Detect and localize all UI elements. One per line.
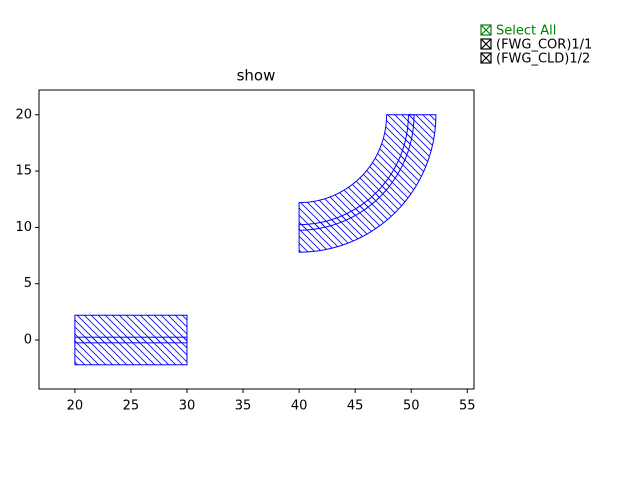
layer-checkbox[interactable]: [480, 38, 492, 50]
legend: Select All(FWG_COR)1/1(FWG_CLD)1/2: [480, 24, 592, 67]
layer-checkbox[interactable]: [480, 52, 492, 64]
plot-area: [74, 114, 437, 366]
x-tick-label: 30: [179, 399, 196, 414]
y-tick-label: 20: [15, 107, 32, 122]
select-all-checkbox[interactable]: [480, 24, 492, 36]
checkbox-box[interactable]: [480, 24, 492, 36]
checkbox-mark[interactable]: [480, 52, 492, 64]
x-tick-label: 50: [403, 399, 420, 414]
select-all-label[interactable]: Select All: [496, 24, 556, 39]
x-tick-label: 55: [459, 399, 476, 414]
x-tick-label: 25: [123, 399, 140, 414]
straight-polygon: [74, 314, 188, 366]
x-tick-label: 40: [291, 399, 308, 414]
checkbox-mark[interactable]: [480, 24, 492, 36]
chart-title: show: [237, 67, 276, 85]
checkbox-box[interactable]: [480, 38, 492, 50]
axes-frame: [38, 89, 475, 390]
y-tick-label: 15: [15, 164, 32, 179]
legend-label[interactable]: (FWG_COR)1/1: [496, 38, 592, 53]
x-tick-label: 45: [347, 399, 364, 414]
y-tick-label: 0: [24, 333, 32, 348]
y-tick-label: 10: [15, 220, 32, 235]
bend-polygon: [298, 114, 437, 253]
y-tick-label: 5: [24, 276, 32, 291]
x-tick-label: 35: [235, 399, 252, 414]
checkbox-mark[interactable]: [480, 38, 492, 50]
checkbox-box[interactable]: [480, 52, 492, 64]
legend-label[interactable]: (FWG_CLD)1/2: [496, 52, 590, 67]
x-tick-label: 20: [67, 399, 84, 414]
